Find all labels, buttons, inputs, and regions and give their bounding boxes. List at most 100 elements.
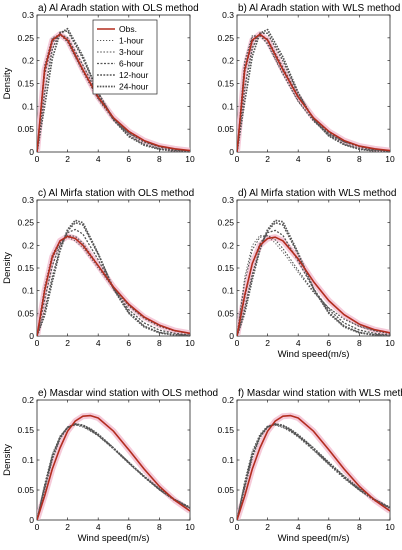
panel-title: b) Al Aradh station with WLS method <box>238 3 400 14</box>
y-tick-label: 0.2 <box>22 240 34 250</box>
legend-entry: 24-hour <box>119 82 148 92</box>
y-axis-label: Density <box>2 67 13 99</box>
plot-area <box>36 399 191 521</box>
x-tick-label: 6 <box>126 338 131 348</box>
x-tick-label: 2 <box>265 522 270 532</box>
x-tick-label: 2 <box>265 338 270 348</box>
y-tick-label: 0.05 <box>17 485 34 495</box>
series-line-obs- <box>237 236 390 336</box>
y-tick-label: 0.15 <box>17 263 34 273</box>
y-tick-label: 0.05 <box>217 308 234 318</box>
series-group <box>37 27 190 152</box>
y-tick-label: 0.3 <box>222 10 234 20</box>
x-tick-label: 4 <box>296 154 301 164</box>
x-tick-label: 4 <box>96 522 101 532</box>
x-tick-label: 8 <box>357 338 362 348</box>
y-axis-label: Density <box>2 252 13 284</box>
x-tick-label: 0 <box>35 154 40 164</box>
y-tick-label: 0.25 <box>17 33 34 43</box>
x-tick-label: 6 <box>326 338 331 348</box>
y-tick-label: 0.25 <box>217 218 234 228</box>
panel-0: a) Al Aradh station with OLS method 0 2 4 6 8… <box>2 3 199 164</box>
x-tick-label: 10 <box>185 522 195 532</box>
x-tick-label: 6 <box>326 154 331 164</box>
x-tick-label: 4 <box>296 338 301 348</box>
legend-entry: 12-hour <box>119 70 148 80</box>
plot-area <box>36 199 191 337</box>
y-tick-label: 0.05 <box>17 308 34 318</box>
series-line-3-hour <box>237 234 390 336</box>
y-tick-label: 0.1 <box>222 101 234 111</box>
series-line-12-hour <box>37 221 190 336</box>
series-line-obs- <box>37 33 190 152</box>
y-tick-label: 0.15 <box>217 425 234 435</box>
y-tick-label: 0.05 <box>217 124 234 134</box>
series-line-24-hour <box>237 423 390 520</box>
x-tick-label: 10 <box>185 154 195 164</box>
y-tick-label: 0.3 <box>222 195 234 205</box>
panel-4: e) Masdar wind station with OLS method 0 2… <box>2 388 218 544</box>
x-tick-label: 4 <box>96 338 101 348</box>
series-line-3-hour <box>37 34 190 152</box>
y-tick-label: 0.15 <box>217 79 234 89</box>
x-tick-label: 0 <box>35 522 40 532</box>
x-tick-label: 2 <box>65 338 70 348</box>
panel-1: b) Al Aradh station with WLS method 0 2 4 6 8… <box>217 3 400 164</box>
series-line-3-hour <box>237 424 390 520</box>
series-line-obs- <box>37 414 190 520</box>
series-line-12-hour <box>237 221 390 336</box>
panel-title: a) Al Aradh station with OLS method <box>38 3 199 14</box>
series-line-1-hour <box>37 424 190 520</box>
y-tick-label: 0 <box>29 147 34 157</box>
panel-5: f) Masdar wind station with WLS method 0 2… <box>217 388 402 544</box>
series-line-1-hour <box>37 236 190 336</box>
panel-title: f) Masdar wind station with WLS method <box>238 388 402 399</box>
plot-area <box>236 399 391 521</box>
series-line-12-hour <box>237 32 390 152</box>
series-line-24-hour <box>37 219 190 336</box>
x-tick-label: 4 <box>296 522 301 532</box>
y-tick-label: 0 <box>229 515 234 525</box>
series-line-obs- <box>37 235 190 336</box>
y-tick-label: 0.1 <box>222 455 234 465</box>
plot-area <box>236 199 391 337</box>
x-tick-label: 10 <box>385 338 395 348</box>
y-tick-label: 0.2 <box>222 240 234 250</box>
y-tick-label: 0 <box>29 515 34 525</box>
x-tick-label: 10 <box>185 338 195 348</box>
y-tick-label: 0.1 <box>22 286 34 296</box>
x-tick-label: 0 <box>235 522 240 532</box>
y-tick-label: 0 <box>229 147 234 157</box>
y-tick-label: 0.3 <box>22 195 34 205</box>
series-line-obs- <box>237 33 390 152</box>
y-tick-label: 0.2 <box>222 395 234 405</box>
x-tick-label: 0 <box>235 338 240 348</box>
series-line-obs- <box>237 414 390 520</box>
series-group <box>37 219 190 336</box>
series-group <box>237 28 390 152</box>
y-tick-label: 0.2 <box>22 395 34 405</box>
legend-entry: Obs. <box>119 24 137 34</box>
x-tick-label: 6 <box>126 522 131 532</box>
x-tick-label: 0 <box>235 154 240 164</box>
x-tick-label: 0 <box>35 338 40 348</box>
y-tick-label: 0.15 <box>17 425 34 435</box>
series-group <box>37 412 190 520</box>
y-tick-label: 0.05 <box>217 485 234 495</box>
x-tick-label: 8 <box>157 522 162 532</box>
panel-3: d) Al Mirfa station with WLS method 0 2 4 6 8… <box>217 188 396 360</box>
series-line-24-hour <box>237 219 390 336</box>
x-tick-label: 10 <box>385 522 395 532</box>
x-tick-label: 2 <box>65 522 70 532</box>
x-axis-label: Wind speed(m/s) <box>278 533 350 544</box>
panel-title: c) Al Mirfa station with OLS method <box>38 188 194 199</box>
panel-title: e) Masdar wind station with OLS method <box>38 388 218 399</box>
series-group <box>237 412 390 520</box>
x-tick-label: 2 <box>265 154 270 164</box>
y-tick-label: 0.05 <box>17 124 34 134</box>
series-line-1-hour <box>237 35 390 152</box>
x-tick-label: 4 <box>96 154 101 164</box>
panel-2: c) Al Mirfa station with OLS method 0 2 4 6 8… <box>2 188 195 348</box>
x-tick-label: 6 <box>326 522 331 532</box>
